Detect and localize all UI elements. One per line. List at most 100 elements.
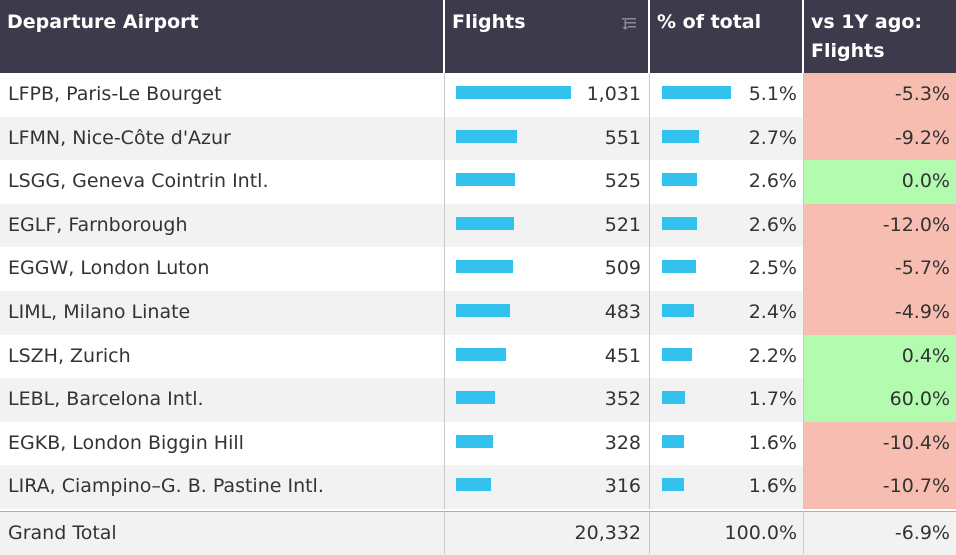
pct-value: 2.6%: [748, 213, 797, 236]
flights-bar: [456, 86, 571, 99]
pct-bar: [662, 478, 684, 492]
table-row[interactable]: LSGG, Geneva Cointrin Intl. 525 2.6% 0.0%: [0, 160, 956, 204]
change-value: 0.0%: [804, 160, 956, 204]
header-departure-airport[interactable]: Departure Airport: [0, 0, 445, 73]
flights-cell: 316: [445, 465, 650, 509]
change-value: -5.7%: [804, 247, 956, 291]
table-row[interactable]: EGGW, London Luton 509 2.5% -5.7%: [0, 247, 956, 291]
pct-value: 1.7%: [748, 388, 797, 411]
pct-value: 2.7%: [748, 126, 797, 149]
pct-value: 2.6%: [748, 170, 797, 193]
change-value: -5.3%: [804, 73, 956, 117]
table-header: Departure Airport Flights % of total vs …: [0, 0, 956, 73]
flights-bar: [456, 478, 491, 492]
header-vs-line2: Flights: [811, 40, 885, 62]
pct-cell: 2.5%: [650, 247, 804, 291]
flights-cell: 509: [445, 247, 650, 291]
header-pct-label: % of total: [657, 11, 762, 33]
header-departure-airport-label: Departure Airport: [7, 11, 199, 33]
pct-cell: 5.1%: [650, 73, 804, 117]
airport-name: LFPB, Paris-Le Bourget: [0, 73, 445, 117]
flights-value: 483: [604, 301, 641, 323]
airport-name: EGGW, London Luton: [0, 247, 445, 291]
pct-value: 2.2%: [748, 344, 797, 367]
airport-name: LSGG, Geneva Cointrin Intl.: [0, 160, 445, 204]
pct-bar: [662, 86, 731, 99]
flights-cell: 525: [445, 160, 650, 204]
flights-cell: 1,031: [445, 73, 650, 117]
header-flights[interactable]: Flights: [445, 0, 650, 73]
grand-total-row: Grand Total 20,332 100.0% -6.9%: [0, 511, 956, 555]
flights-bar: [456, 347, 506, 361]
grand-total-flights-cell: 20,332: [445, 512, 650, 554]
flights-bar: [456, 216, 514, 230]
flights-value: 328: [604, 431, 641, 454]
flights-bar: [456, 304, 510, 317]
flights-cell: 521: [445, 203, 650, 248]
pct-value: 1.6%: [748, 431, 797, 454]
pct-cell: 2.6%: [650, 203, 804, 248]
grand-total-flights: 20,332: [574, 522, 641, 544]
flights-value: 451: [604, 344, 641, 367]
pct-cell: 2.7%: [650, 116, 804, 161]
pct-value: 2.5%: [748, 257, 797, 280]
flights-bar: [456, 391, 495, 405]
flights-value: 352: [604, 388, 641, 411]
grand-total-change: -6.9%: [894, 522, 950, 544]
change-value: -10.4%: [804, 421, 956, 466]
change-value: 60.0%: [804, 378, 956, 422]
flights-cell: 352: [445, 378, 650, 422]
airport-name: EGLF, Farnborough: [0, 203, 445, 248]
change-value: -4.9%: [804, 291, 956, 335]
change-value: -12.0%: [804, 203, 956, 248]
airport-name: LIRA, Ciampino–G. B. Pastine Intl.: [0, 465, 445, 509]
pct-cell: 1.6%: [650, 465, 804, 509]
airport-name: LFMN, Nice-Côte d'Azur: [0, 116, 445, 161]
sort-descending-icon[interactable]: [622, 11, 638, 30]
pct-bar: [662, 304, 694, 317]
change-value: -10.7%: [804, 465, 956, 509]
table-row[interactable]: LIML, Milano Linate 483 2.4% -4.9%: [0, 291, 956, 335]
pct-cell: 2.4%: [650, 291, 804, 335]
change-value: 0.4%: [804, 334, 956, 379]
flights-value: 1,031: [586, 83, 641, 105]
flights-bar: [456, 129, 517, 143]
pct-cell: 1.7%: [650, 378, 804, 422]
pct-value: 1.6%: [748, 475, 797, 498]
table-row[interactable]: EGLF, Farnborough 521 2.6% -12.0%: [0, 203, 956, 248]
change-value: -9.2%: [804, 116, 956, 161]
pct-bar: [662, 129, 699, 143]
header-pct-of-total[interactable]: % of total: [650, 0, 804, 73]
flights-value: 551: [604, 126, 641, 149]
pct-value: 2.4%: [748, 301, 797, 323]
flights-value: 521: [604, 213, 641, 236]
flights-bar: [456, 173, 515, 187]
header-flights-label: Flights: [452, 11, 526, 33]
table-row[interactable]: LEBL, Barcelona Intl. 352 1.7% 60.0%: [0, 378, 956, 422]
flights-cell: 483: [445, 291, 650, 335]
airport-name: EGKB, London Biggin Hill: [0, 421, 445, 466]
pct-bar: [662, 260, 696, 274]
table-row[interactable]: LFMN, Nice-Côte d'Azur 551 2.7% -9.2%: [0, 116, 956, 161]
pct-bar: [662, 347, 692, 361]
pct-bar: [662, 173, 697, 187]
airport-name: LSZH, Zurich: [0, 334, 445, 379]
grand-total-pct: 100.0%: [650, 512, 804, 554]
table-row[interactable]: LSZH, Zurich 451 2.2% 0.4%: [0, 334, 956, 379]
table-row[interactable]: LIRA, Ciampino–G. B. Pastine Intl. 316 1.6…: [0, 465, 956, 509]
pct-value: 5.1%: [748, 83, 797, 105]
flights-bar: [456, 434, 493, 448]
flights-cell: 451: [445, 334, 650, 379]
pct-cell: 2.2%: [650, 334, 804, 379]
flights-cell: 328: [445, 421, 650, 466]
table-row[interactable]: EGKB, London Biggin Hill 328 1.6% -10.4%: [0, 421, 956, 466]
pct-cell: 1.6%: [650, 421, 804, 466]
flights-value: 316: [604, 475, 641, 498]
flights-value: 509: [604, 257, 641, 280]
airport-name: LEBL, Barcelona Intl.: [0, 378, 445, 422]
flights-cell: 551: [445, 116, 650, 161]
pct-bar: [662, 391, 685, 405]
table-row[interactable]: LFPB, Paris-Le Bourget 1,031 5.1% -5.3%: [0, 73, 956, 117]
header-vs-1y-ago[interactable]: vs 1Y ago: Flights: [804, 0, 956, 73]
